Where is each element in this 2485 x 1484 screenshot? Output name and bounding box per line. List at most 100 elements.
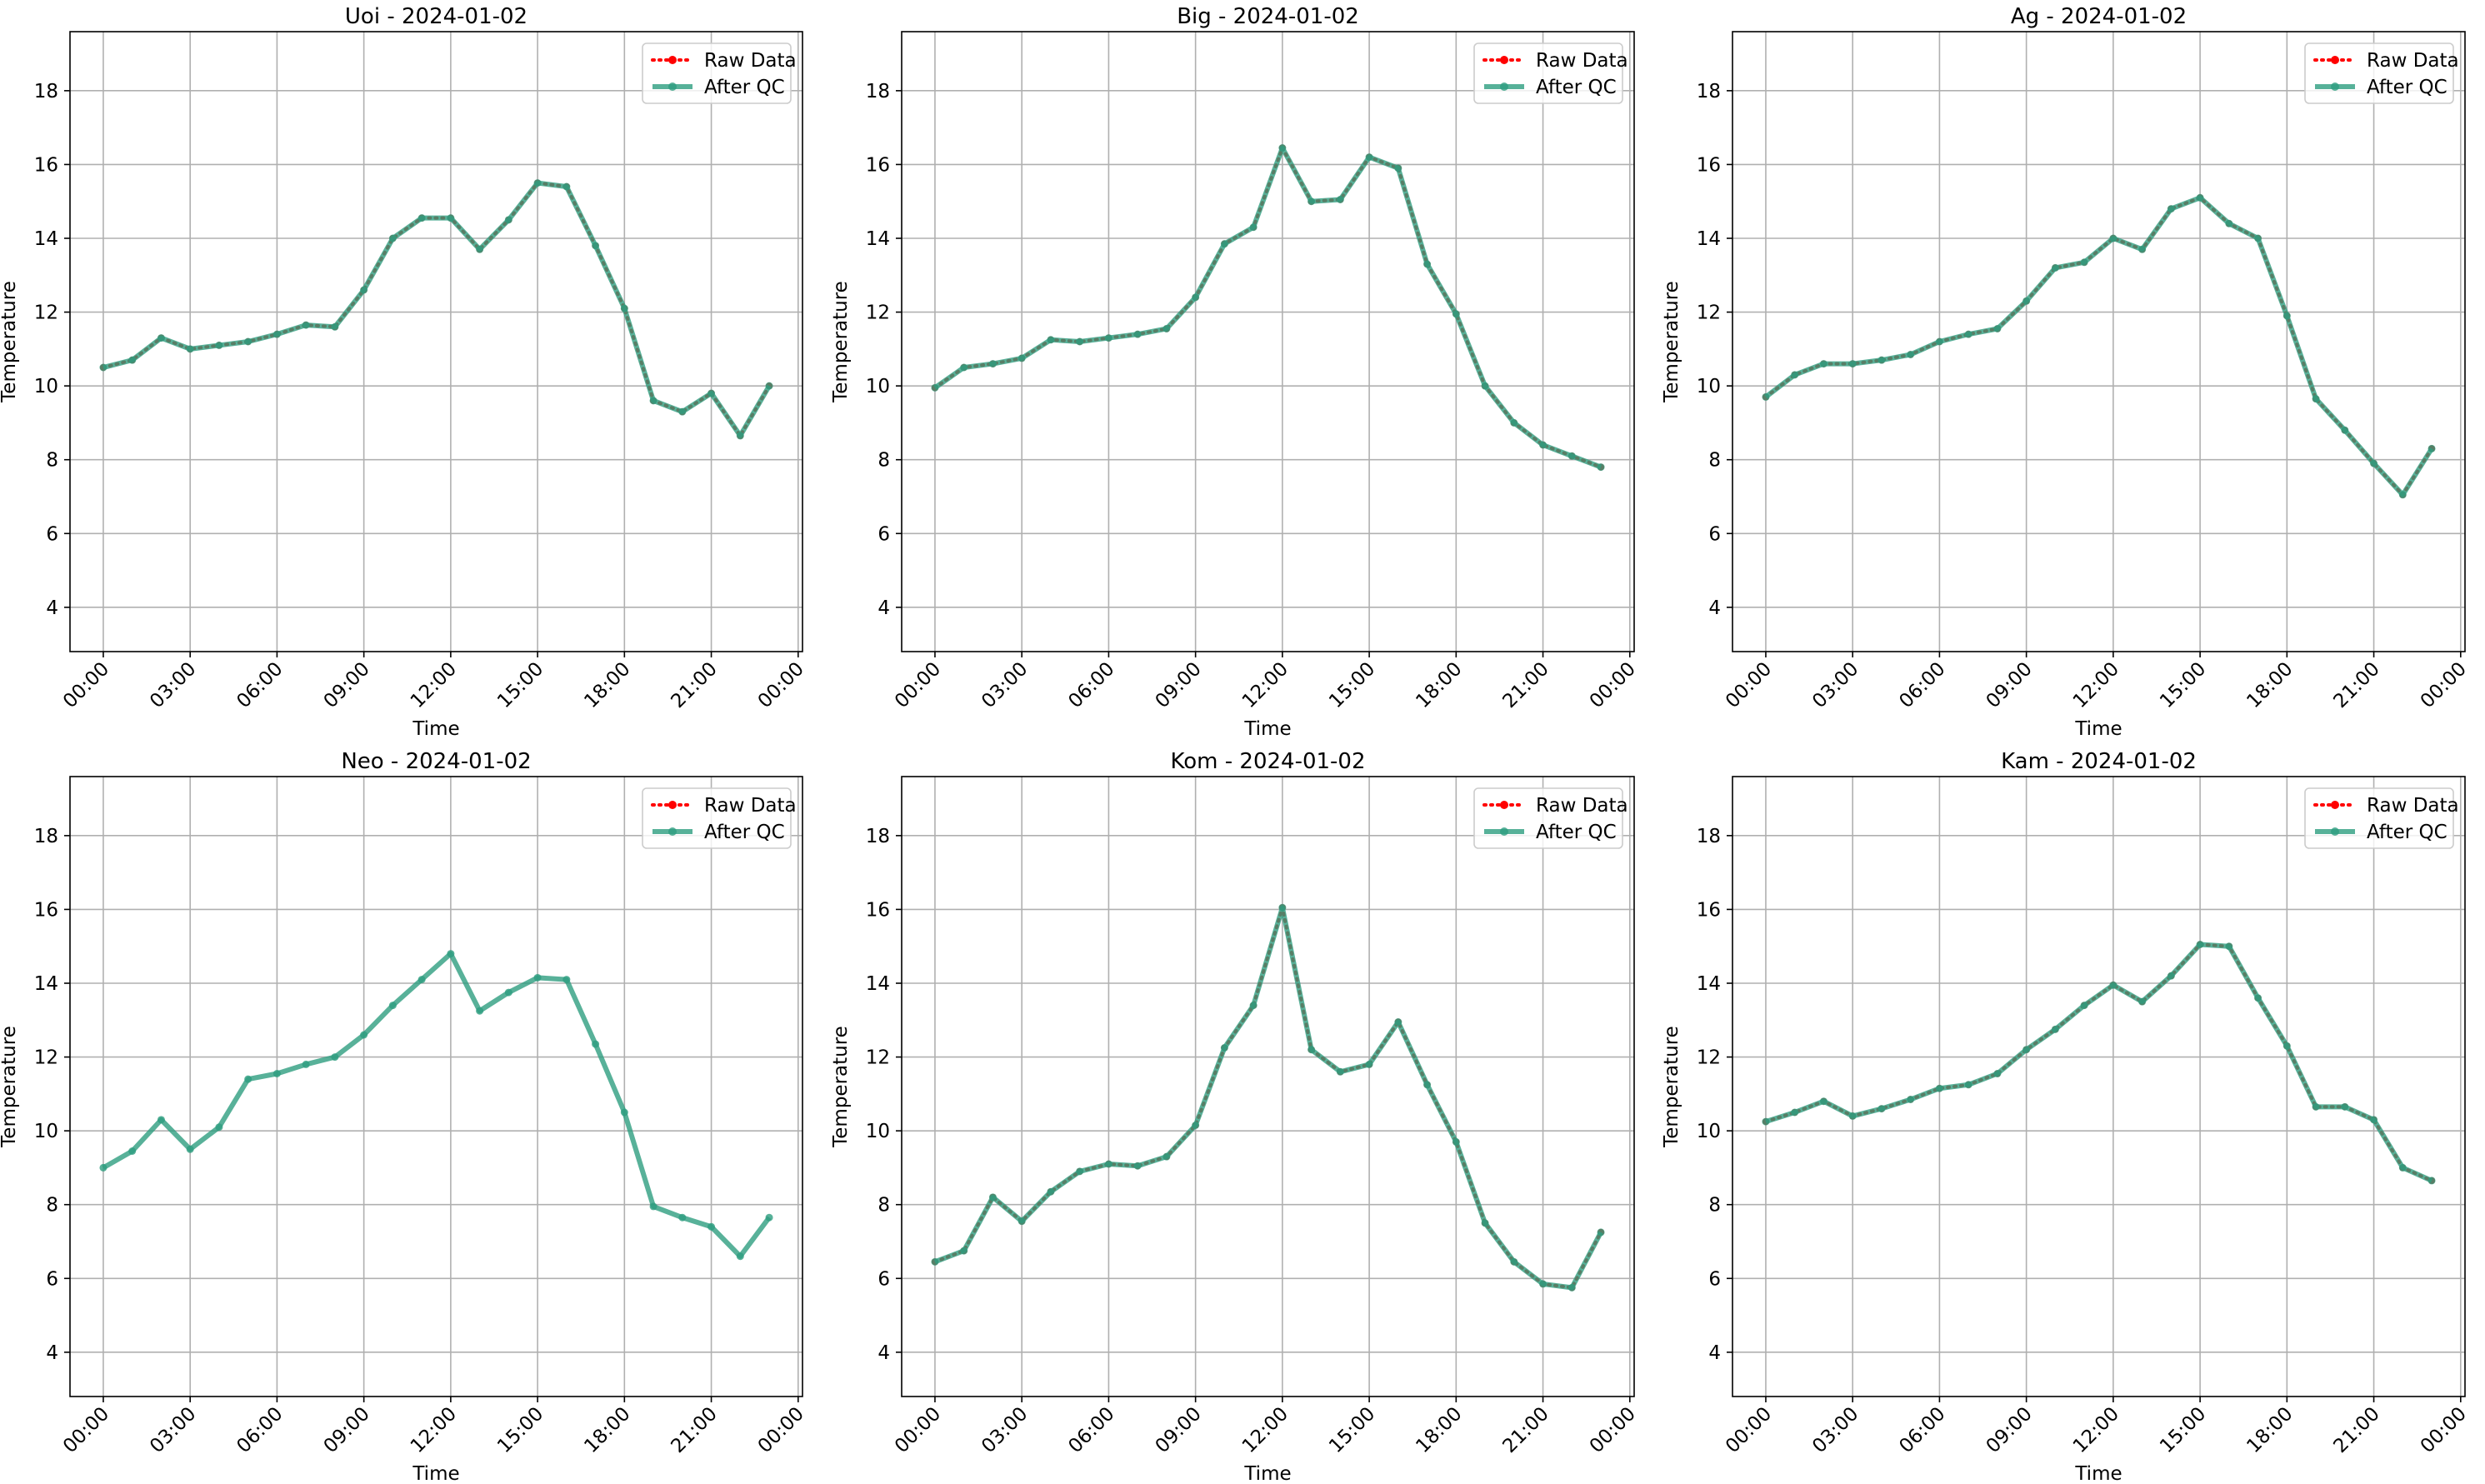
y-tick-label: 8: [46, 450, 58, 472]
legend: Raw Data After QC: [1473, 42, 1628, 104]
data-point: [157, 334, 165, 342]
data-point: [1935, 337, 1943, 346]
data-point: [157, 1116, 165, 1124]
subplot: 4 6 8 10 12 14 16 18 00:00 03:00 06:00 09:00 12:00 15…: [1661, 4, 2471, 740]
data-point: [1878, 356, 1886, 364]
data-point: [2282, 312, 2291, 320]
data-point: [215, 341, 223, 349]
data-point: [2138, 997, 2147, 1006]
legend: Raw Data After QC: [1473, 787, 1628, 849]
x-tick-label: 00:00: [1586, 658, 1640, 712]
data-point: [708, 1222, 716, 1231]
y-axis-label: Temperature: [830, 281, 852, 403]
data-point: [2196, 193, 2204, 202]
data-point: [331, 1053, 339, 1062]
legend-marker: [2331, 56, 2339, 64]
data-point: [2254, 234, 2262, 242]
y-tick-label: 18: [1697, 826, 1721, 847]
data-point: [2051, 1025, 2059, 1033]
data-point: [99, 1163, 108, 1172]
legend-marker: [2331, 827, 2339, 836]
data-point: [360, 1031, 368, 1039]
y-tick-label: 10: [34, 1121, 58, 1142]
x-tick-label: 21:00: [2330, 1403, 2384, 1457]
subplot-title: Uoi - 2024-01-02: [345, 4, 528, 29]
x-tick-label: 15:00: [1325, 658, 1379, 712]
subplot: 4 6 8 10 12 14 16 18 00:00 03:00 06:00 09:00 12:00 15…: [830, 749, 1640, 1484]
x-tick-label: 00:00: [59, 658, 113, 712]
y-tick-label: 12: [1697, 1047, 1721, 1069]
x-tick-label: 03:00: [978, 1403, 1032, 1457]
data-point: [1192, 1122, 1200, 1129]
x-tick-label: 15:00: [493, 1403, 548, 1457]
x-tick-label: 00:00: [2417, 658, 2471, 712]
data-point: [2080, 1002, 2088, 1010]
series-line: [1763, 195, 2434, 498]
data-point: [447, 950, 455, 958]
legend-marker: [1500, 801, 1508, 809]
x-tick-label: 03:00: [978, 658, 1032, 712]
y-tick-label: 12: [866, 1047, 890, 1069]
legend: Raw Data After QC: [642, 42, 797, 104]
legend: Raw Data After QC: [642, 787, 797, 849]
axes-frame: [69, 776, 803, 1397]
y-tick-label: 18: [34, 826, 58, 847]
axes-frame: [901, 776, 1635, 1397]
legend-marker: [2331, 82, 2339, 91]
y-tick-label: 12: [34, 1047, 58, 1069]
x-axis-label: Time: [1243, 718, 1291, 740]
data-point: [2051, 263, 2059, 272]
data-point: [360, 286, 368, 294]
data-point: [272, 330, 281, 338]
data-point: [1104, 334, 1112, 342]
x-axis-label: Time: [412, 1463, 459, 1484]
legend-label: After QC: [1536, 822, 1617, 843]
data-point: [186, 1145, 194, 1153]
data-point: [1423, 1081, 1432, 1089]
x-axis-label: Time: [2074, 1463, 2122, 1484]
data-point: [1394, 1018, 1402, 1026]
data-point: [620, 1108, 628, 1117]
x-tick-label: 09:00: [320, 658, 374, 712]
data-point: [1907, 1096, 1915, 1103]
data-point: [533, 973, 542, 982]
data-point: [447, 214, 455, 222]
data-point: [1018, 354, 1026, 362]
subplot: 4 6 8 10 12 14 16 18 00:00 03:00 06:00 09:00 12:00 15…: [1661, 749, 2471, 1484]
x-tick-label: 09:00: [1982, 658, 2037, 712]
data-point: [1162, 325, 1171, 332]
data-point: [2398, 1163, 2407, 1172]
axes-frame: [1732, 776, 2466, 1397]
data-point: [708, 389, 716, 397]
data-point: [1104, 1160, 1112, 1168]
data-point: [1162, 1152, 1171, 1161]
x-tick-label: 21:00: [2330, 658, 2384, 712]
x-tick-label: 00:00: [754, 1403, 808, 1457]
x-tick-label: 21:00: [668, 1403, 722, 1457]
data-point: [388, 1002, 397, 1010]
data-point: [1597, 1228, 1605, 1237]
data-point: [1249, 1002, 1258, 1010]
x-tick-label: 12:00: [1238, 1403, 1292, 1457]
y-tick-label: 6: [878, 1268, 890, 1290]
y-tick-label: 10: [866, 1121, 890, 1142]
data-point: [1964, 1081, 1972, 1089]
data-point: [1076, 337, 1084, 346]
data-point: [2428, 444, 2436, 452]
data-point: [2080, 258, 2088, 267]
legend-label: Raw Data: [704, 50, 797, 72]
x-tick-label: 06:00: [1064, 658, 1118, 712]
subplot: 4 6 8 10 12 14 16 18 00:00 03:00 06:00 09:00 12:00 15…: [0, 749, 808, 1484]
legend-marker: [668, 82, 677, 91]
data-point: [1336, 1067, 1344, 1076]
data-point: [2254, 994, 2262, 1002]
data-point: [592, 1040, 600, 1048]
y-tick-label: 10: [866, 376, 890, 397]
y-tick-label: 12: [34, 302, 58, 324]
data-point: [931, 383, 939, 392]
data-point: [2370, 459, 2378, 467]
data-point: [1047, 1187, 1055, 1196]
x-tick-label: 00:00: [59, 1403, 113, 1457]
legend-marker: [668, 56, 677, 64]
